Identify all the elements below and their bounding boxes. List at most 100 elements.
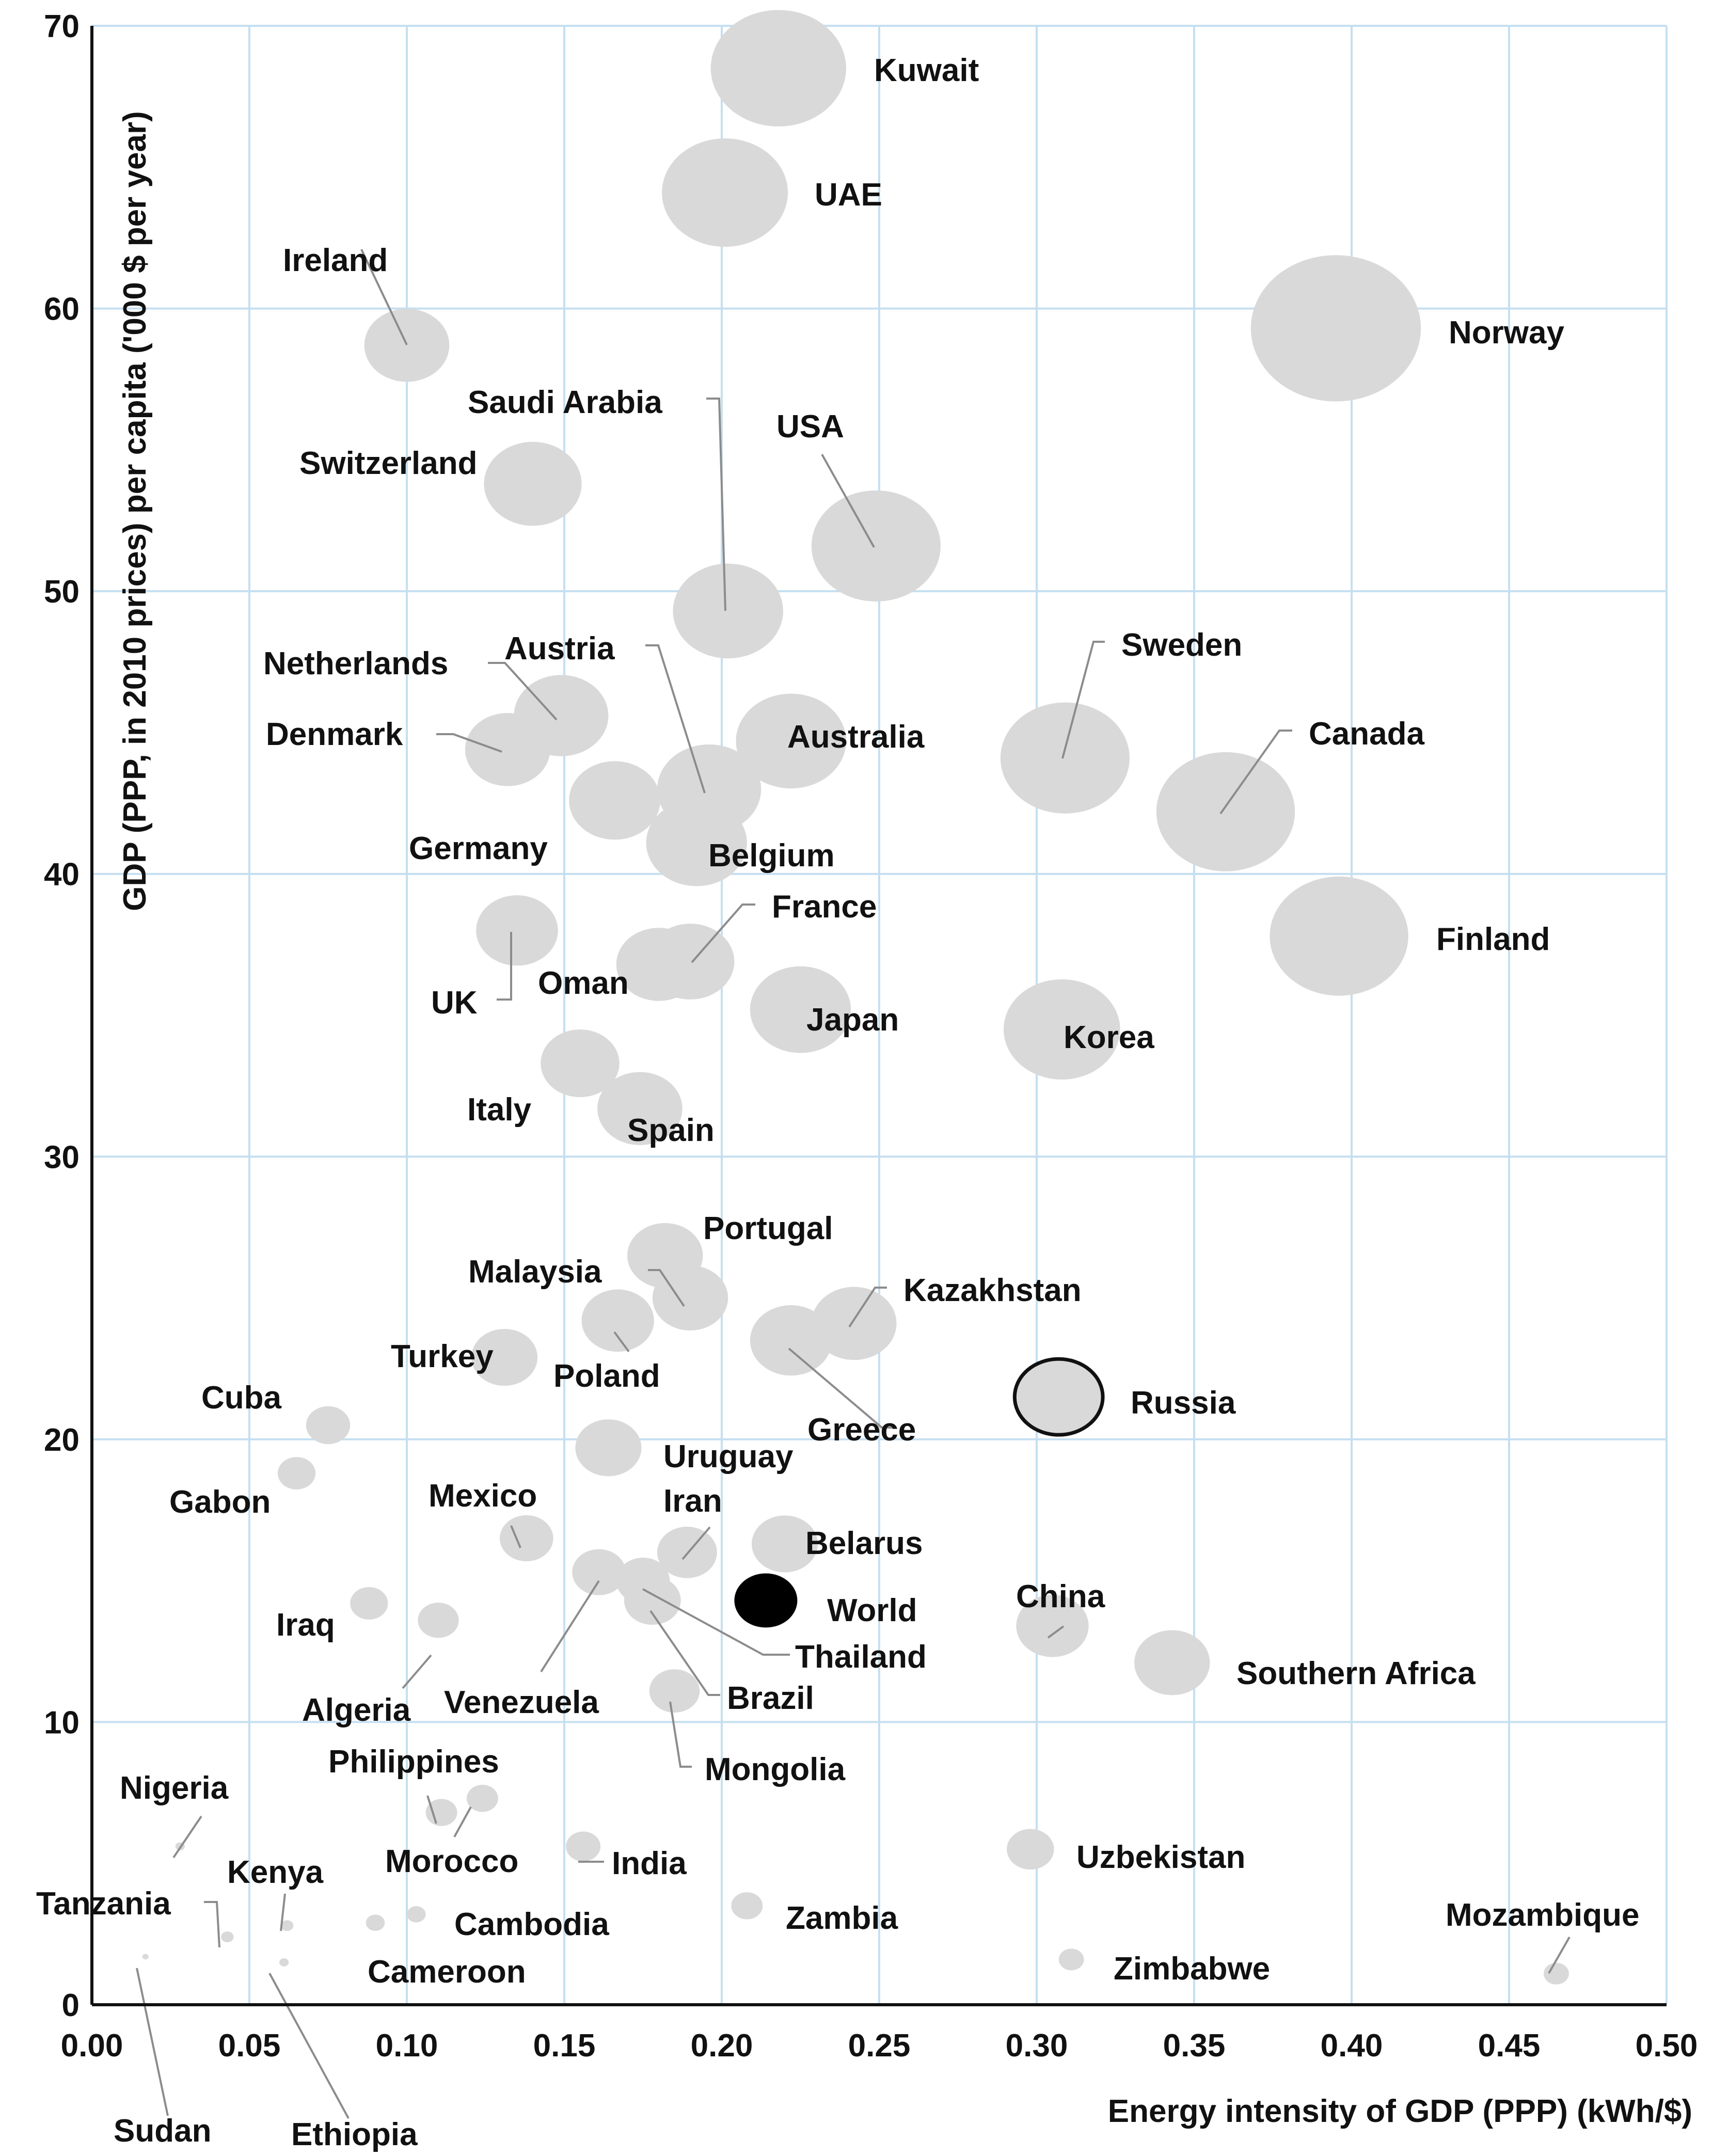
bubble-japan: [750, 966, 851, 1053]
label-sweden: Sweden: [1121, 627, 1242, 663]
bubble-china: [1016, 1594, 1089, 1657]
bubble-southern-africa: [1134, 1630, 1210, 1695]
leader-poland: [613, 1331, 630, 1353]
x-tick-label: 0.00: [61, 2028, 123, 2064]
leader-uk: [497, 932, 512, 1001]
bubble-turkey: [471, 1328, 538, 1386]
leader-mongolia: [669, 1701, 692, 1768]
x-tick-label: 0.50: [1636, 2028, 1698, 2064]
label-nigeria: Nigeria: [120, 1770, 229, 1806]
label-morocco: Morocco: [385, 1844, 518, 1879]
leader-lines: [136, 249, 1571, 2119]
bubble-germany: [569, 761, 661, 840]
bubble-poland: [581, 1289, 654, 1352]
label-mozambique: Mozambique: [1446, 1897, 1639, 1933]
bubble-cambodia: [407, 1906, 426, 1923]
label-austria: Austria: [504, 631, 615, 667]
label-spain: Spain: [627, 1113, 715, 1148]
label-greece: Greece: [807, 1412, 916, 1448]
label-ireland: Ireland: [283, 243, 388, 278]
bubble-brazil: [624, 1576, 681, 1625]
y-tick-label: 60: [44, 292, 80, 327]
leader-mozambique: [1548, 1937, 1571, 1974]
bubble-italy: [541, 1029, 620, 1098]
bubble-malaysia: [652, 1265, 728, 1331]
bubble-kazakhstan: [811, 1287, 897, 1360]
leader-china: [1047, 1625, 1065, 1639]
bubble-belgium: [646, 799, 747, 886]
y-tick-label: 20: [44, 1422, 80, 1458]
bubble-ireland: [364, 308, 450, 382]
leader-kazakhstan: [848, 1287, 887, 1328]
leader-france: [691, 903, 755, 963]
leader-malaysia: [648, 1269, 685, 1307]
y-tick-label: 50: [44, 574, 80, 610]
label-uae: UAE: [815, 177, 882, 213]
x-tick-label: 0.45: [1478, 2028, 1541, 2064]
label-india: India: [612, 1846, 687, 1881]
bubble-saudi-arabia: [673, 563, 783, 659]
label-ethiopia: Ethiopia: [291, 2117, 418, 2152]
leader-ireland: [360, 249, 408, 345]
leader-kenya: [280, 1893, 286, 1931]
leader-mexico: [510, 1525, 521, 1548]
bubble-canada: [1156, 752, 1295, 871]
label-belarus: Belarus: [805, 1526, 923, 1561]
x-tick-label: 0.40: [1321, 2028, 1383, 2064]
label-finland: Finland: [1436, 922, 1550, 957]
label-italy: Italy: [467, 1092, 532, 1128]
label-zimbabwe: Zimbabwe: [1114, 1951, 1270, 1987]
bubble-ethiopia: [279, 1958, 289, 1967]
label-mongolia: Mongolia: [705, 1752, 846, 1787]
x-tick-label: 0.20: [691, 2028, 753, 2064]
bubble-usa: [811, 490, 941, 602]
label-mexico: Mexico: [429, 1478, 537, 1514]
label-iraq: Iraq: [276, 1607, 335, 1643]
bubble-india: [566, 1831, 601, 1862]
label-thailand: Thailand: [795, 1639, 927, 1675]
leader-venezuela: [540, 1580, 600, 1673]
label-kenya: Kenya: [227, 1854, 324, 1890]
bubble-france: [646, 924, 735, 1000]
bubble-belarus: [751, 1515, 818, 1573]
leader-sweden: [1061, 641, 1105, 759]
label-cambodia: Cambodia: [454, 1907, 609, 1942]
bubble-uzbekistan: [1007, 1829, 1054, 1870]
label-gabon: Gabon: [169, 1484, 271, 1520]
y-tick-label: 0: [62, 1988, 80, 2023]
y-tick-label: 10: [44, 1705, 80, 1740]
label-russia: Russia: [1131, 1385, 1236, 1421]
bubbles: [142, 10, 1569, 1985]
leader-usa: [821, 454, 875, 548]
label-norway: Norway: [1449, 315, 1564, 351]
label-denmark: Denmark: [266, 717, 403, 752]
label-germany: Germany: [409, 831, 548, 866]
y-axis-title: GDP (PPP, in 2010 prices) per capita ('0…: [117, 111, 153, 911]
bubble-korea: [1003, 979, 1120, 1080]
bubble-cuba: [306, 1406, 351, 1445]
label-china: China: [1016, 1579, 1105, 1614]
label-iran: Iran: [663, 1483, 722, 1519]
leader-canada: [1219, 730, 1292, 815]
label-portugal: Portugal: [703, 1211, 833, 1246]
leader-algeria: [402, 1654, 432, 1689]
leader-iran: [681, 1526, 711, 1560]
bubble-venezuela: [572, 1549, 626, 1595]
label-uzbekistan: Uzbekistan: [1076, 1840, 1245, 1875]
x-tick-label: 0.35: [1163, 2028, 1226, 2064]
tick-labels: 0.00 0.05 0.10 0.15 0.20 0.25 0.30 0.35 0.40 0.45…: [44, 9, 1698, 2064]
bubble-sweden: [1000, 702, 1130, 814]
leader-brazil: [649, 1610, 720, 1696]
label-world: World: [827, 1593, 917, 1628]
label-southern-africa: Southern Africa: [1236, 1656, 1476, 1691]
leader-morocco: [453, 1806, 472, 1837]
bubble-zambia: [731, 1892, 763, 1920]
leader-greece: [788, 1348, 895, 1429]
label-poland: Poland: [553, 1358, 660, 1394]
axes: [90, 26, 1667, 2006]
bubble-cameroon: [366, 1914, 385, 1931]
label-australia: Australia: [787, 719, 925, 755]
leader-netherlands: [488, 662, 558, 721]
x-tick-label: 0.05: [218, 2028, 281, 2064]
label-cuba: Cuba: [201, 1380, 282, 1416]
